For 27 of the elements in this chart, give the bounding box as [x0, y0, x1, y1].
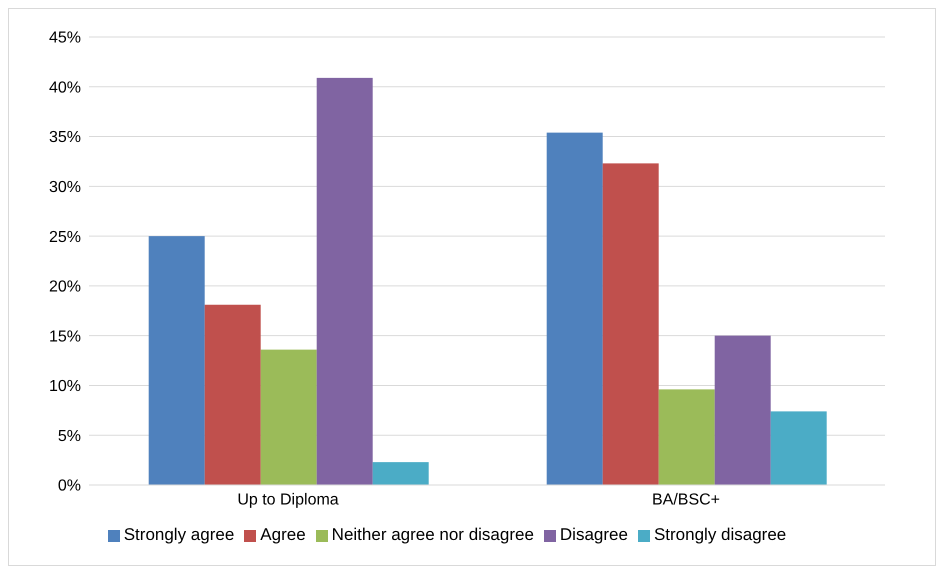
y-tick-label: 45%: [48, 30, 81, 47]
bar: [714, 336, 771, 485]
bar: [658, 389, 715, 485]
bar: [546, 132, 603, 485]
y-tick-label: 35%: [48, 129, 81, 146]
y-tick-label: 20%: [48, 278, 81, 296]
legend-label: Strongly agree: [124, 525, 234, 544]
legend-label: Disagree: [560, 525, 628, 544]
bar: [770, 411, 827, 485]
legend-label: Neither agree nor disagree: [332, 525, 534, 544]
bar: [260, 350, 317, 485]
y-tick-label: 5%: [58, 428, 81, 445]
y-tick-label: 0%: [58, 478, 81, 495]
x-tick-label: BA/BSC+: [652, 491, 720, 508]
y-tick-label: 30%: [48, 179, 81, 196]
legend-label: Agree: [260, 525, 306, 544]
legend-label: Strongly disagree: [654, 525, 786, 544]
y-tick-label: 10%: [48, 378, 81, 396]
bar: [602, 163, 659, 485]
y-tick-label: 25%: [48, 228, 81, 246]
y-tick-label: 15%: [48, 328, 81, 346]
x-tick-label: Up to Diploma: [237, 491, 339, 508]
bar: [204, 304, 261, 485]
y-tick-label: 40%: [48, 79, 81, 96]
bar: [148, 236, 205, 485]
bar: [316, 78, 373, 485]
bar: [372, 462, 429, 485]
